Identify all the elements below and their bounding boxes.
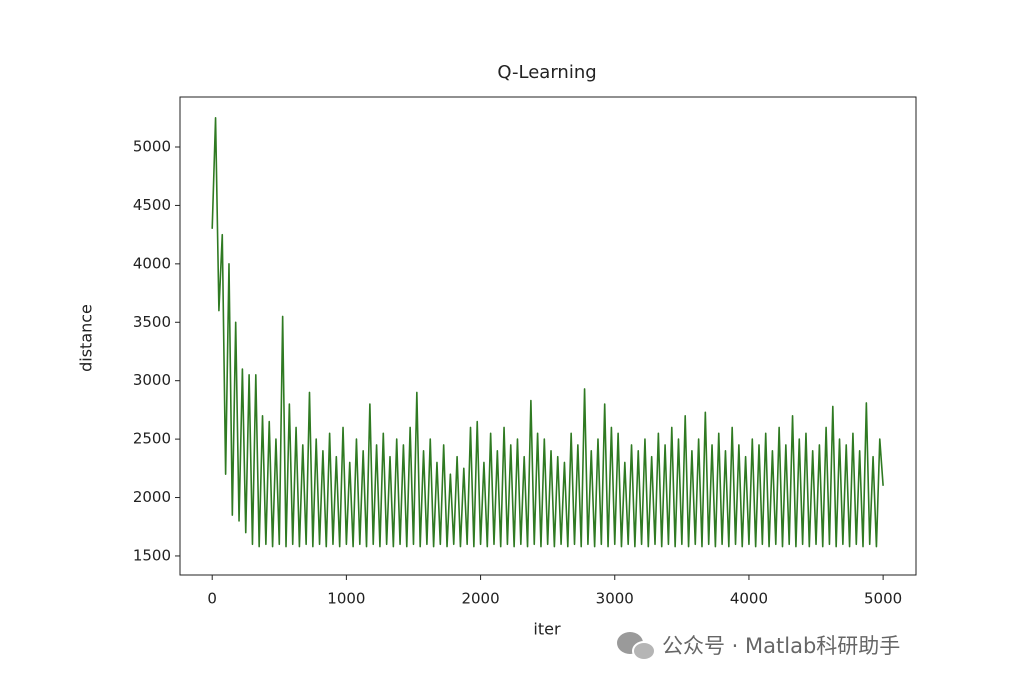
y-tick-label: 5000 [133,138,171,156]
y-tick-label: 3000 [133,371,171,389]
x-tick-label: 3000 [596,590,634,608]
y-axis-label: distance [77,304,96,372]
watermark: 公众号 · Matlab科研助手 [662,634,900,658]
plot-frame [179,96,917,576]
y-tick-label: 4000 [133,254,171,272]
x-tick-label: 0 [207,590,217,608]
x-tick-label: 2000 [461,590,499,608]
y-tick-label: 3500 [133,313,171,331]
x-tick-label: 4000 [730,590,768,608]
y-tick-label: 1500 [133,546,171,564]
y-tick-label: 4500 [133,196,171,214]
x-tick-label: 5000 [864,590,902,608]
y-tick-label: 2000 [133,488,171,506]
x-axis-label: iter [533,620,561,639]
watermark-icon [617,632,656,661]
y-tick-label: 2500 [133,430,171,448]
data-line [211,117,884,548]
x-tick-label: 1000 [327,590,365,608]
chart-title: Q-Learning [497,62,596,83]
